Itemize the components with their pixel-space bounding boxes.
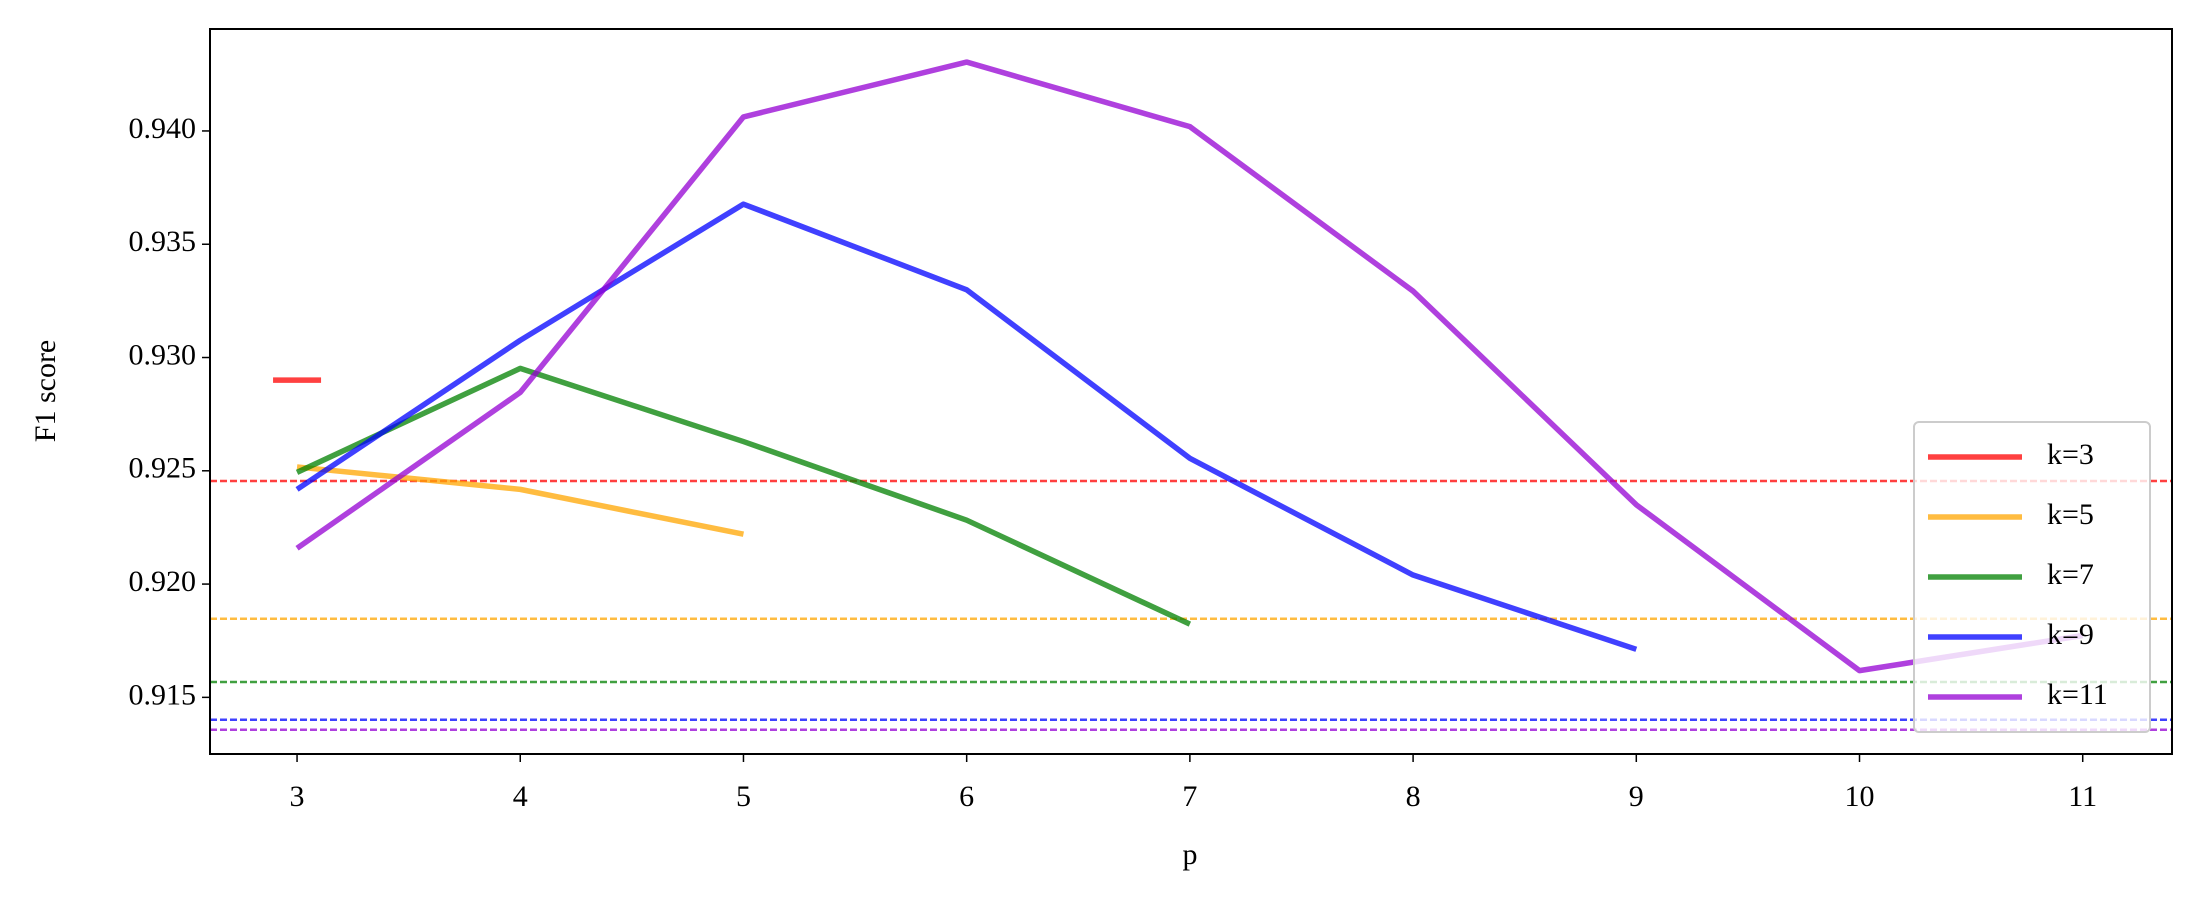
- x-axis-label: p: [1183, 838, 1198, 871]
- plot-area: [210, 59, 2172, 732]
- series-line: [295, 365, 1192, 627]
- y-tick-label: 0.935: [129, 225, 197, 258]
- x-tick-label: 8: [1406, 780, 1421, 813]
- series-line: [296, 464, 745, 537]
- y-tick-label: 0.940: [129, 112, 197, 145]
- y-tick-label: 0.920: [129, 565, 197, 598]
- x-tick-label: 6: [959, 780, 974, 813]
- legend-box: [1913, 421, 2151, 733]
- series-line: [295, 59, 2084, 674]
- x-tick-label: 9: [1629, 780, 1644, 813]
- x-tick-label: 5: [736, 780, 751, 813]
- legend-label: k=3: [2047, 438, 2094, 471]
- x-tick-label: 4: [513, 780, 528, 813]
- plot-frame: [209, 28, 2173, 755]
- series-line: [295, 201, 1638, 652]
- x-tick-label: 7: [1182, 780, 1197, 813]
- legend-label: k=11: [2047, 678, 2108, 711]
- y-tick-label: 0.930: [129, 338, 197, 371]
- x-tick-label: 3: [290, 780, 305, 813]
- legend-label: k=5: [2047, 498, 2094, 531]
- y-axis-label: F1 score: [29, 340, 62, 442]
- y-tick-label: 0.915: [129, 678, 197, 711]
- legend-label: k=7: [2047, 558, 2094, 591]
- x-tick-label: 11: [2068, 780, 2097, 813]
- y-tick-label: 0.925: [129, 452, 197, 485]
- legend-label: k=9: [2047, 618, 2094, 651]
- x-tick-label: 10: [1845, 780, 1875, 813]
